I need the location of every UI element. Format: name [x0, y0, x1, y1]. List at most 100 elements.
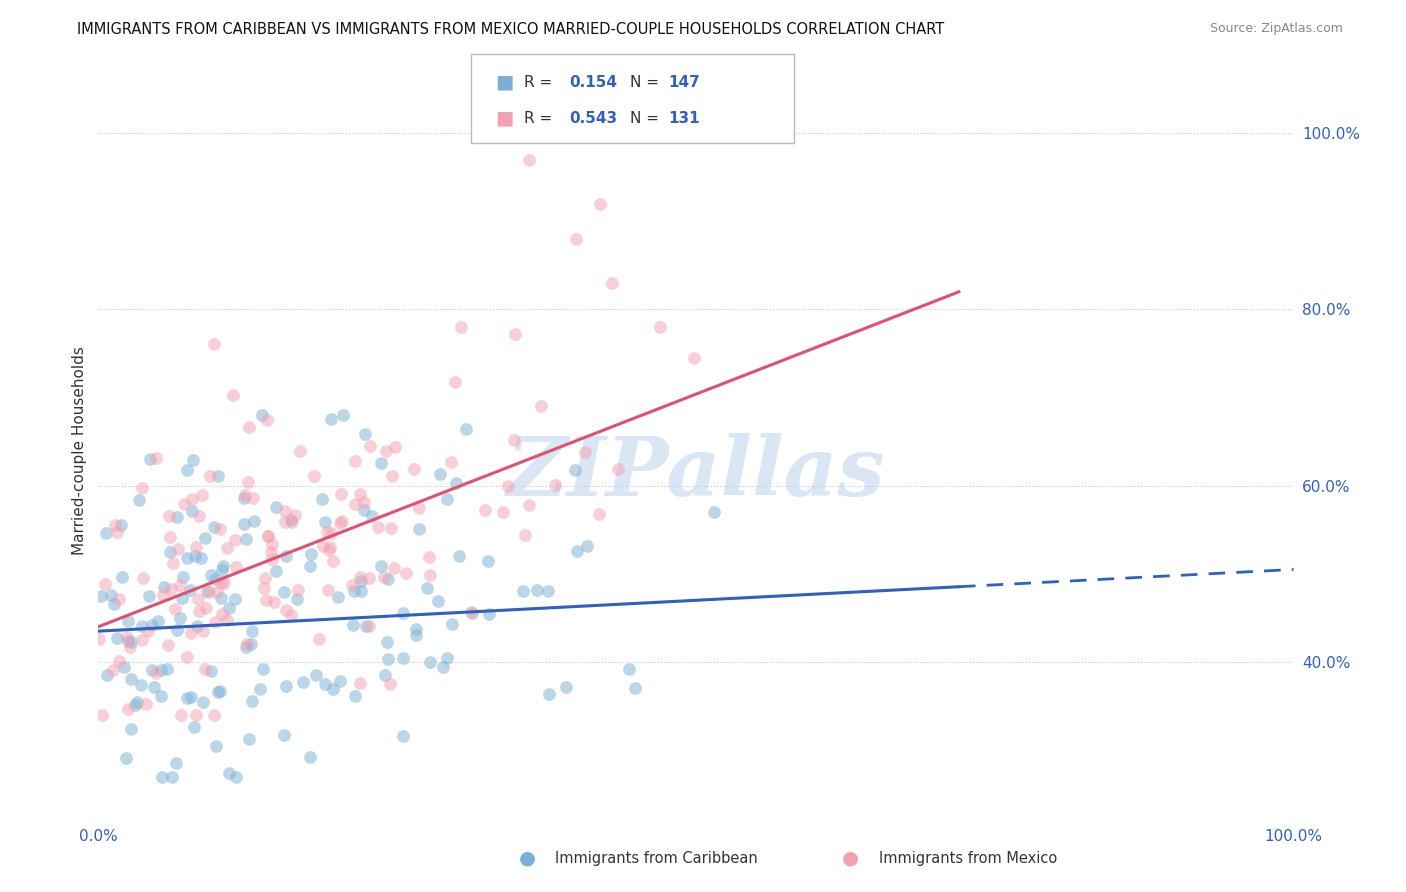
- Point: [370, 558, 392, 573]
- Point: [176, 649, 198, 664]
- Point: [440, 617, 463, 632]
- Point: [240, 624, 263, 639]
- Point: [254, 571, 277, 585]
- Text: IMMIGRANTS FROM CARIBBEAN VS IMMIGRANTS FROM MEXICO MARRIED-COUPLE HOUSEHOLDS CO: IMMIGRANTS FROM CARIBBEAN VS IMMIGRANTS …: [77, 22, 945, 37]
- Point: [329, 516, 352, 530]
- Point: [299, 750, 322, 764]
- Point: [380, 521, 402, 535]
- Point: [224, 592, 246, 607]
- Point: [329, 674, 352, 689]
- Point: [312, 539, 335, 553]
- Point: [344, 497, 367, 511]
- Point: [179, 582, 201, 597]
- Point: [254, 592, 277, 607]
- Point: [149, 663, 172, 677]
- Point: [356, 619, 378, 633]
- Point: [276, 549, 298, 564]
- Point: [225, 770, 247, 784]
- Point: [195, 584, 218, 599]
- Point: [702, 504, 724, 518]
- Point: [204, 572, 226, 586]
- Point: [526, 583, 548, 598]
- Point: [284, 508, 307, 522]
- Point: [136, 624, 159, 638]
- Point: [159, 582, 181, 597]
- Point: [110, 517, 132, 532]
- Point: [180, 626, 202, 640]
- Point: [240, 694, 263, 708]
- Point: [319, 526, 342, 541]
- Text: ■: ■: [495, 109, 513, 128]
- Point: [160, 770, 183, 784]
- Point: [340, 578, 363, 592]
- Point: [419, 568, 441, 582]
- Point: [167, 541, 190, 556]
- Point: [180, 690, 202, 705]
- Point: [537, 687, 560, 701]
- Point: [191, 695, 214, 709]
- Point: [139, 452, 162, 467]
- Text: 0.543: 0.543: [569, 111, 617, 126]
- Point: [235, 640, 257, 655]
- Point: [242, 491, 264, 505]
- Point: [205, 584, 228, 599]
- Point: [218, 765, 240, 780]
- Point: [460, 606, 482, 620]
- Point: [207, 469, 229, 483]
- Point: [280, 513, 302, 527]
- Point: [184, 540, 207, 554]
- Point: [141, 617, 163, 632]
- Point: [260, 552, 283, 566]
- Point: [132, 571, 155, 585]
- Point: [359, 571, 381, 585]
- Point: [172, 570, 194, 584]
- Point: [124, 698, 146, 712]
- Point: [89, 632, 111, 646]
- Point: [370, 456, 392, 470]
- Point: [274, 503, 297, 517]
- Point: [149, 689, 172, 703]
- Point: [90, 589, 112, 603]
- Point: [187, 509, 209, 524]
- Point: [117, 633, 139, 648]
- Point: [217, 541, 239, 555]
- Point: [117, 615, 139, 629]
- Point: [436, 491, 458, 506]
- Point: [512, 583, 534, 598]
- Point: [564, 463, 586, 477]
- Point: [157, 508, 180, 523]
- Point: [209, 591, 232, 605]
- Point: [146, 615, 169, 629]
- Point: [191, 624, 214, 638]
- Point: [170, 591, 193, 606]
- Point: [319, 540, 342, 554]
- Point: [195, 601, 218, 615]
- Point: [273, 728, 295, 742]
- Point: [94, 576, 117, 591]
- Point: [141, 663, 163, 677]
- Point: [342, 617, 364, 632]
- Point: [105, 632, 128, 646]
- Point: [120, 723, 142, 737]
- Point: [280, 608, 302, 623]
- Point: [287, 583, 309, 598]
- Point: [211, 563, 233, 577]
- Point: [180, 491, 202, 506]
- Point: [273, 515, 295, 529]
- Text: N =: N =: [630, 75, 664, 89]
- Point: [233, 517, 256, 532]
- Text: 131: 131: [668, 111, 699, 126]
- Point: [436, 651, 458, 665]
- Point: [120, 640, 142, 654]
- Point: [249, 682, 271, 697]
- Point: [350, 574, 373, 588]
- Point: [243, 514, 266, 528]
- Point: [204, 615, 226, 630]
- Point: [291, 674, 314, 689]
- Point: [200, 567, 222, 582]
- Point: [94, 526, 117, 541]
- Point: [456, 422, 478, 436]
- Point: [184, 549, 207, 563]
- Point: [418, 549, 440, 564]
- Point: [318, 542, 340, 557]
